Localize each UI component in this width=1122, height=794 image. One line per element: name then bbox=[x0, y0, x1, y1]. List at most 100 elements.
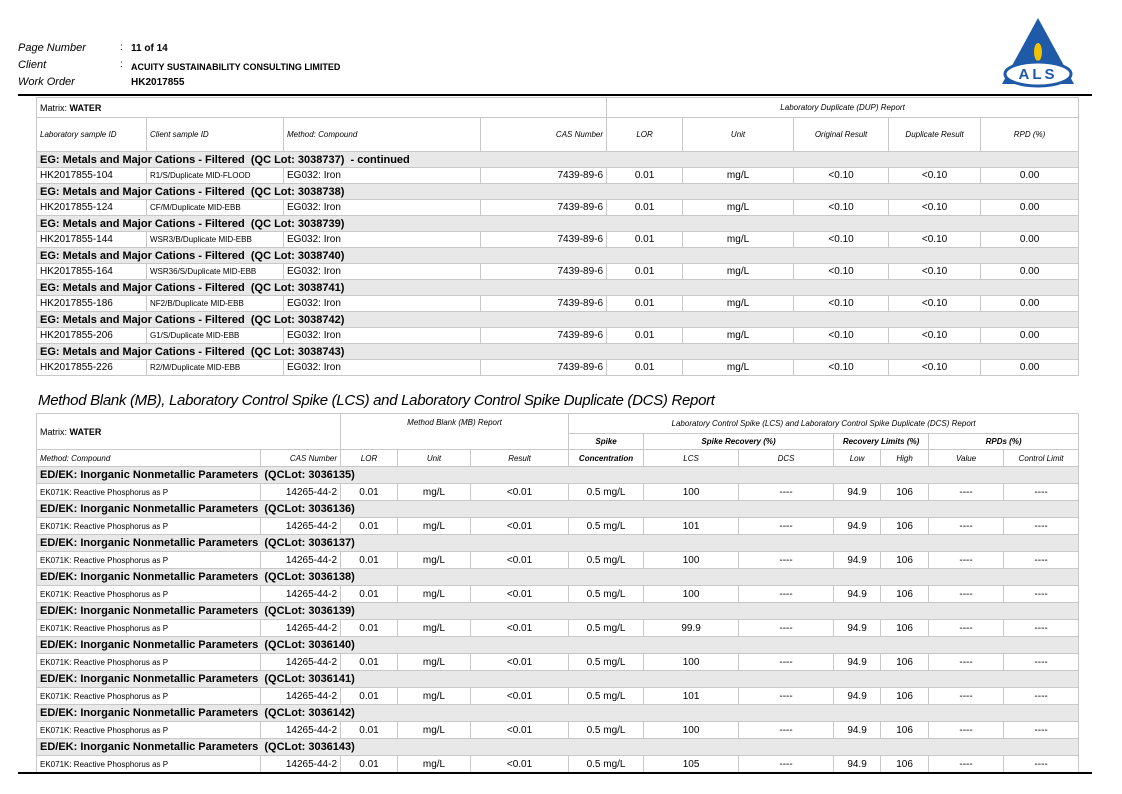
column-header: High bbox=[880, 449, 930, 467]
cell: 0.5 mg/L bbox=[568, 483, 645, 501]
cell: ---- bbox=[1003, 755, 1080, 773]
cell: <0.01 bbox=[470, 755, 570, 773]
cell: 94.9 bbox=[833, 755, 882, 773]
cell: EK071K: Reactive Phosphorus as P bbox=[36, 721, 261, 739]
group-title: EG: Metals and Major Cations - Filtered … bbox=[35, 343, 1080, 360]
column-header: Method: Compound bbox=[36, 449, 261, 467]
cell: ---- bbox=[928, 619, 1005, 637]
cell: mg/L bbox=[397, 619, 472, 637]
cell: 0.01 bbox=[340, 619, 399, 637]
cell: 0.01 bbox=[606, 167, 684, 184]
cell: 0.01 bbox=[606, 295, 684, 312]
cell: 0.01 bbox=[340, 687, 399, 705]
cell: 0.00 bbox=[980, 295, 1080, 312]
cell: <0.10 bbox=[793, 231, 890, 248]
cell: <0.10 bbox=[793, 327, 890, 344]
cell: 100 bbox=[643, 585, 740, 603]
cell: ---- bbox=[738, 585, 835, 603]
separator: : bbox=[120, 59, 123, 70]
cell: mg/L bbox=[397, 483, 472, 501]
cell: 14265-44-2 bbox=[259, 585, 342, 603]
table-body: Matrix: WATER Laboratory Duplicate (DUP) … bbox=[35, 97, 1080, 376]
cell: ---- bbox=[928, 721, 1005, 739]
label: Client bbox=[18, 59, 47, 71]
cell: 106 bbox=[880, 585, 930, 603]
cell: ---- bbox=[1003, 585, 1080, 603]
cell: 0.01 bbox=[340, 755, 399, 773]
cell: ---- bbox=[738, 755, 835, 773]
logo-flame bbox=[1034, 43, 1042, 61]
cell: 0.00 bbox=[980, 263, 1080, 280]
cell: 0.01 bbox=[606, 231, 684, 248]
group-title: ED/EK: Inorganic Nonmetallic Parameters … bbox=[35, 568, 1080, 586]
section-title: Method Blank (MB), Laboratory Control Sp… bbox=[38, 392, 715, 409]
cell: 0.5 mg/L bbox=[568, 619, 645, 637]
cell: 94.9 bbox=[833, 483, 882, 501]
subheader: Recovery Limits (%) bbox=[833, 433, 930, 450]
cell: 0.01 bbox=[340, 483, 399, 501]
cell: 106 bbox=[880, 653, 930, 671]
cell: ---- bbox=[738, 483, 835, 501]
cell: mg/L bbox=[397, 585, 472, 603]
cell: R2/M/Duplicate MID-EBB bbox=[146, 359, 284, 376]
cell: 7439-89-6 bbox=[479, 263, 608, 280]
group-row: ED/EK: Inorganic Nonmetallic Parameters … bbox=[35, 602, 1080, 620]
group-title: ED/EK: Inorganic Nonmetallic Parameters … bbox=[35, 738, 1080, 756]
cell: EG032: Iron bbox=[283, 167, 481, 184]
cell: 14265-44-2 bbox=[259, 755, 342, 773]
cell: 94.9 bbox=[833, 619, 882, 637]
cell: 0.5 mg/L bbox=[568, 687, 645, 705]
label: Work Order bbox=[18, 76, 75, 88]
data-row: EK071K: Reactive Phosphorus as P 14265-44… bbox=[36, 585, 1080, 603]
mb-lcs-table: Matrix: WATER Method Blank (MB) Report Lab… bbox=[35, 413, 1080, 773]
cell: EK071K: Reactive Phosphorus as P bbox=[36, 483, 261, 501]
cell: 0.00 bbox=[980, 199, 1080, 216]
cell: <0.01 bbox=[470, 483, 570, 501]
column-header: DCS bbox=[738, 449, 835, 467]
cell: 94.9 bbox=[833, 653, 882, 671]
duplicate-table: Matrix: WATER Laboratory Duplicate (DUP) … bbox=[35, 97, 1080, 376]
column-header: LCS bbox=[643, 449, 740, 467]
column-header: LOR bbox=[340, 449, 399, 467]
rule bbox=[18, 772, 1092, 774]
cell: 0.01 bbox=[606, 263, 684, 280]
logo-text: ALS bbox=[1019, 66, 1058, 83]
data-row: EK071K: Reactive Phosphorus as P 14265-44… bbox=[36, 653, 1080, 671]
cell: <0.01 bbox=[470, 721, 570, 739]
page-number: 11 of 14 bbox=[131, 43, 168, 54]
matrix-label: Matrix: bbox=[40, 102, 67, 113]
cell: WSR3/B/Duplicate MID-EBB bbox=[146, 231, 284, 248]
header-row: Matrix: WATER Laboratory Duplicate (DUP) … bbox=[35, 97, 1080, 118]
separator: : bbox=[120, 42, 123, 53]
cell: ---- bbox=[928, 483, 1005, 501]
cell: 0.01 bbox=[340, 653, 399, 671]
cell: 7439-89-6 bbox=[479, 199, 608, 216]
cell: <0.10 bbox=[888, 295, 982, 312]
cell: EG032: Iron bbox=[283, 359, 481, 376]
subheader: Spike bbox=[568, 433, 645, 450]
cell: NF2/B/Duplicate MID-EBB bbox=[146, 295, 284, 312]
cell: 0.00 bbox=[980, 359, 1080, 376]
cell: ---- bbox=[738, 619, 835, 637]
cell: 94.9 bbox=[833, 517, 882, 535]
data-row: EK071K: Reactive Phosphorus as P 14265-44… bbox=[36, 721, 1080, 739]
column-header: CAS Number bbox=[259, 449, 342, 467]
cell: EG032: Iron bbox=[283, 263, 481, 280]
cell: 7439-89-6 bbox=[479, 167, 608, 184]
cell: 0.5 mg/L bbox=[568, 585, 645, 603]
cell: 106 bbox=[880, 687, 930, 705]
cell: 0.01 bbox=[340, 517, 399, 535]
cell: HK2017855-206 bbox=[36, 327, 147, 344]
report-title: Method Blank (MB) Report bbox=[340, 413, 570, 450]
cell: mg/L bbox=[682, 199, 795, 216]
cell: 106 bbox=[880, 551, 930, 569]
matrix-value: WATER bbox=[69, 102, 102, 113]
cell: EG032: Iron bbox=[283, 327, 481, 344]
cell: CF/M/Duplicate MID-EBB bbox=[146, 199, 284, 216]
cell: mg/L bbox=[682, 167, 795, 184]
cell: <0.01 bbox=[470, 585, 570, 603]
subheader: RPDs (%) bbox=[928, 433, 1080, 450]
matrix: Matrix: WATER bbox=[35, 413, 342, 450]
data-row: HK2017855-206 G1/S/Duplicate MID-EBB EG032… bbox=[36, 327, 1080, 344]
cell: <0.10 bbox=[793, 199, 890, 216]
